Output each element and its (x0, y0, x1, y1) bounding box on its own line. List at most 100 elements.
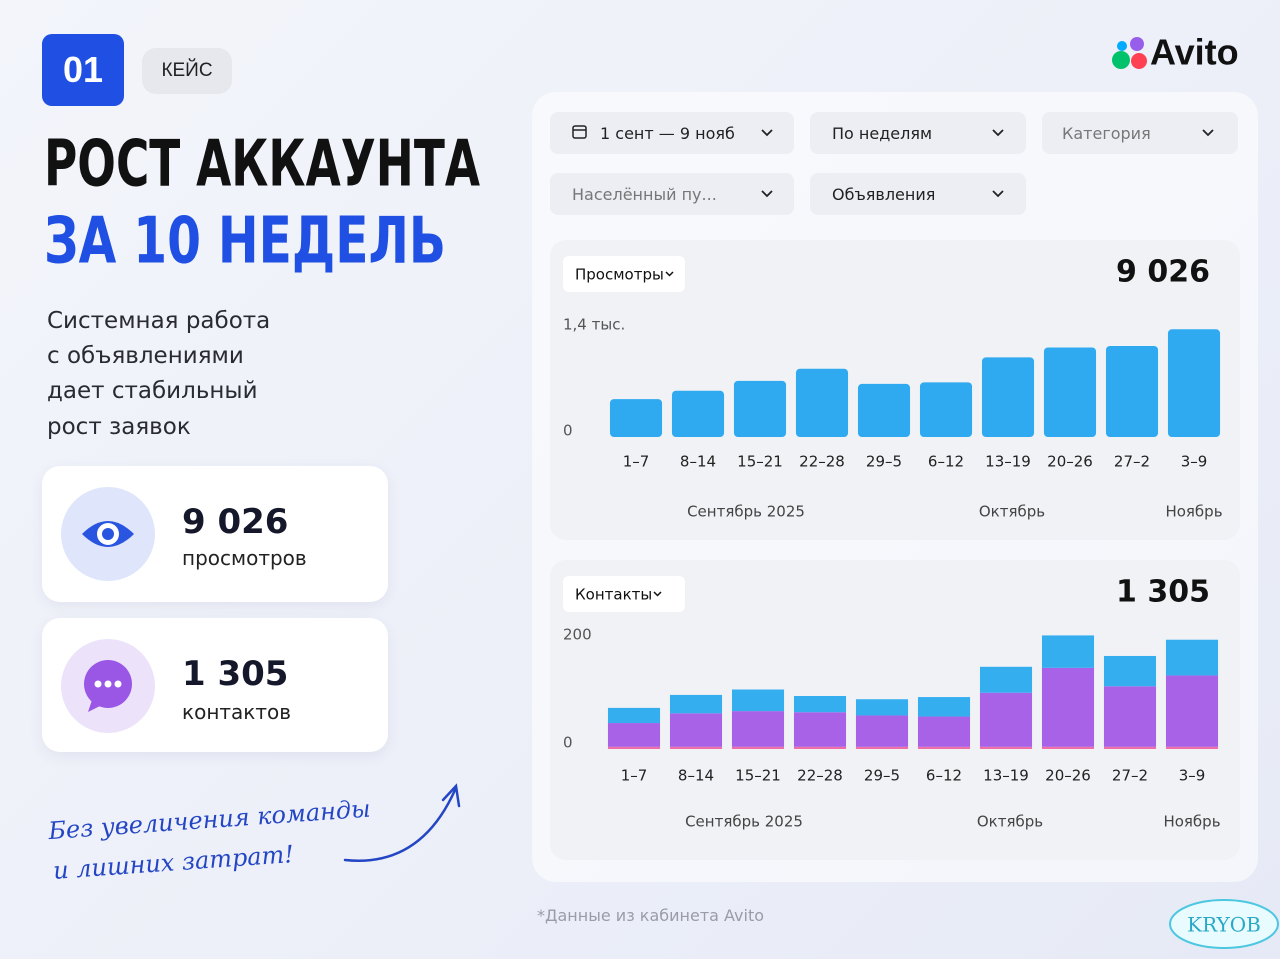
bar-segment (669, 746, 723, 749)
bar-segment (1103, 746, 1157, 749)
bar-segment (1165, 675, 1219, 747)
bar-segment (1165, 746, 1219, 749)
x-tick-label: 8–14 (678, 767, 714, 785)
bar-segment (731, 689, 785, 712)
bar-segment (979, 666, 1033, 693)
stat-card: 9 026 просмотров (42, 466, 388, 602)
filter-dropdown[interactable]: 1 сент — 9 нояб (550, 112, 794, 154)
x-tick-label: 20–26 (1047, 453, 1093, 471)
filter-dropdown[interactable]: Объявления (810, 173, 1026, 215)
x-tick-label: 13–19 (983, 767, 1029, 785)
chevron (665, 271, 674, 277)
x-tick-label: 29–5 (866, 453, 902, 471)
bar-segment (669, 713, 723, 747)
y-tick-label: 200 (563, 625, 592, 643)
description: дает стабильный (47, 378, 258, 404)
bar (609, 399, 663, 437)
month-label: Ноябрь (1163, 813, 1220, 831)
x-tick-label: 27–2 (1112, 767, 1148, 785)
stat-label: просмотров (182, 546, 307, 570)
month-label: Октябрь (979, 503, 1045, 521)
y-tick-label: 0 (563, 734, 573, 752)
bar (671, 390, 725, 437)
bar-segment (855, 715, 909, 747)
x-tick-label: 13–19 (985, 453, 1031, 471)
x-tick-label: 3–9 (1179, 767, 1206, 785)
y-tick-label: 0 (563, 422, 573, 440)
bar (1167, 329, 1221, 437)
total: 9 026 (1116, 255, 1210, 290)
description: Системная работа (47, 308, 271, 334)
month-label: Октябрь (977, 813, 1043, 831)
logo-dots (1112, 37, 1147, 69)
bar-segment (793, 712, 847, 747)
watermark: KRYOB (1169, 899, 1279, 949)
stat-value: 1 305 (182, 654, 289, 694)
bar-segment (1041, 746, 1095, 749)
badge: 01 (42, 34, 124, 106)
metric-dropdown[interactable] (563, 256, 685, 292)
stat-label: контактов (182, 700, 292, 724)
x-tick-label: 22–28 (799, 453, 845, 471)
filter-dropdown[interactable]: Населённый пу... (550, 173, 794, 215)
chat-icon (61, 639, 155, 733)
x-tick-label: 27–2 (1114, 453, 1150, 471)
bar-segment (1165, 639, 1219, 676)
bar (1043, 347, 1097, 437)
bar-segment (917, 746, 971, 749)
bar (857, 383, 911, 437)
watermark-text: KRYOB (1187, 913, 1261, 937)
chevrons (761, 129, 1214, 198)
description: с объявлениями (47, 343, 244, 369)
x-tick-label: 20–26 (1045, 767, 1091, 785)
metric-dropdown[interactable] (563, 576, 685, 612)
filter-dropdown[interactable]: Категория (1042, 112, 1238, 154)
bar-segment (793, 695, 847, 713)
month-label: Сентябрь 2025 (685, 813, 803, 831)
month-label: Сентябрь 2025 (687, 503, 805, 521)
bar-segment (607, 746, 661, 749)
total: 1 305 (1116, 575, 1210, 610)
filter-dropdown[interactable]: По неделям (810, 112, 1026, 154)
arrow (343, 788, 457, 862)
bar-segment (1103, 686, 1157, 747)
x-tick-label: 15–21 (737, 453, 783, 471)
arrow-head (441, 783, 461, 808)
metric-label[interactable]: Контакты (575, 586, 652, 604)
stat-card: 1 305 контактов (42, 618, 388, 752)
bar (1105, 345, 1159, 437)
tag: КЕЙС (142, 48, 232, 94)
bar (795, 368, 849, 437)
chevron (653, 591, 662, 597)
bar (981, 357, 1035, 437)
bar-segment (979, 746, 1033, 749)
x-tick-label: 29–5 (864, 767, 900, 785)
bar-segment (979, 692, 1033, 747)
month-label: Ноябрь (1165, 503, 1222, 521)
x-tick-label: 1–7 (623, 453, 650, 471)
bar-segment (793, 746, 847, 749)
y-tick-label: 1,4 тыс. (563, 315, 625, 333)
logo: Avito (1150, 32, 1239, 73)
calendar-icon (572, 125, 587, 139)
title-line: РОСТ АККАУНТА (44, 128, 480, 202)
bar-segment (607, 723, 661, 747)
title-line: ЗА 10 НЕДЕЛЬ (44, 205, 446, 279)
stat-value: 9 026 (182, 502, 289, 542)
x-tick-label: 22–28 (797, 767, 843, 785)
x-tick-label: 3–9 (1181, 453, 1208, 471)
description: рост заявок (47, 414, 191, 440)
metric-label[interactable]: Просмотры (575, 266, 664, 284)
eye-icon (61, 487, 155, 581)
x-tick-label: 15–21 (735, 767, 781, 785)
bar-segment (917, 716, 971, 747)
bar-segment (731, 746, 785, 749)
bar-segment (669, 694, 723, 714)
bar-segment (731, 711, 785, 747)
x-tick-label: 8–14 (680, 453, 716, 471)
x-tick-label: 6–12 (926, 767, 962, 785)
bar-segment (1041, 635, 1095, 668)
